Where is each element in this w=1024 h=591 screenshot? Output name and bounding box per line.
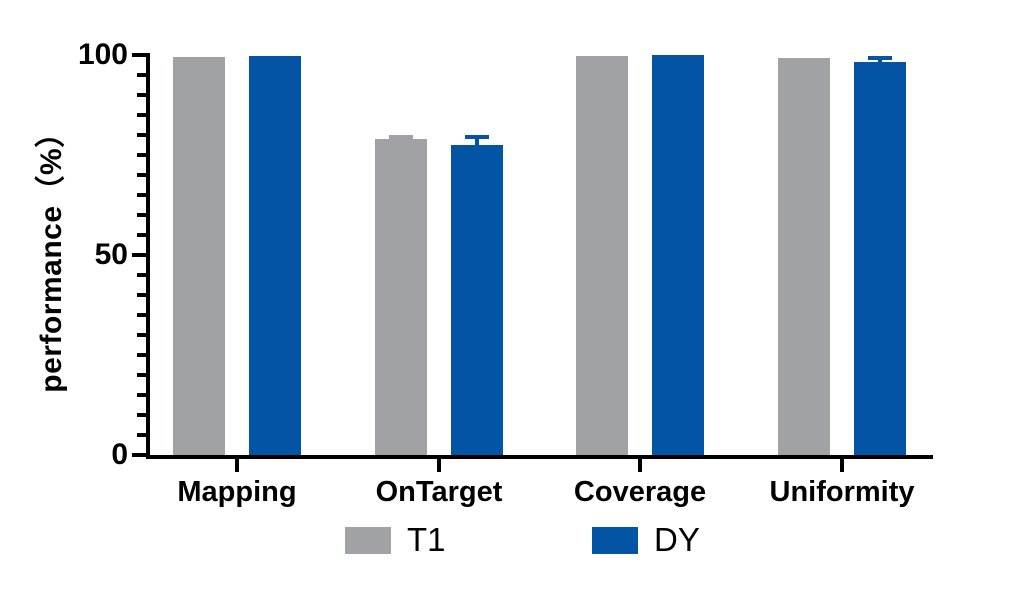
x-tick	[235, 459, 239, 472]
bar-dy-mapping	[249, 56, 301, 455]
error-bar-stem	[399, 137, 403, 141]
y-minor-tick	[137, 233, 146, 237]
bar-dy-coverage	[652, 55, 704, 455]
y-minor-tick	[137, 313, 146, 317]
error-bar-stem	[878, 57, 882, 64]
y-minor-tick	[137, 173, 146, 177]
y-minor-tick	[137, 293, 146, 297]
y-minor-tick	[137, 93, 146, 97]
y-minor-tick	[137, 273, 146, 277]
error-bar-stem	[475, 137, 479, 148]
x-tick	[437, 459, 441, 472]
y-major-tick	[132, 53, 146, 57]
y-minor-tick	[137, 393, 146, 397]
bar-t1-mapping	[173, 57, 225, 455]
x-axis-line	[146, 455, 933, 459]
x-category-label-coverage: Coverage	[573, 476, 707, 508]
bar-t1-coverage	[576, 55, 628, 455]
y-minor-tick	[137, 373, 146, 377]
x-category-label-uniformity: Uniformity	[769, 476, 915, 508]
bar-t1-uniformity	[778, 58, 830, 455]
bar-dy-uniformity	[854, 61, 906, 455]
error-bar-cap	[465, 135, 489, 140]
y-minor-tick	[137, 73, 146, 77]
y-minor-tick	[137, 213, 146, 217]
y-minor-tick	[137, 353, 146, 357]
error-bar-cap	[389, 135, 413, 139]
y-minor-tick	[137, 333, 146, 337]
y-tick-label: 50	[94, 238, 128, 271]
y-minor-tick	[137, 153, 146, 157]
x-category-label-mapping: Mapping	[177, 476, 297, 508]
error-bar-cap	[868, 55, 892, 60]
x-category-label-ontarget: OnTarget	[375, 476, 503, 508]
bar-t1-ontarget	[375, 139, 427, 455]
x-tick	[638, 459, 642, 472]
bar-dy-ontarget	[451, 145, 503, 455]
y-minor-tick	[137, 133, 146, 137]
y-major-tick	[132, 253, 146, 257]
y-tick-label: 0	[111, 438, 128, 471]
y-minor-tick	[137, 433, 146, 437]
y-major-tick	[132, 453, 146, 457]
y-tick-label: 100	[77, 38, 128, 71]
y-minor-tick	[137, 413, 146, 417]
y-minor-tick	[137, 193, 146, 197]
x-tick	[840, 459, 844, 472]
y-minor-tick	[137, 113, 146, 117]
y-axis-line	[146, 53, 150, 459]
